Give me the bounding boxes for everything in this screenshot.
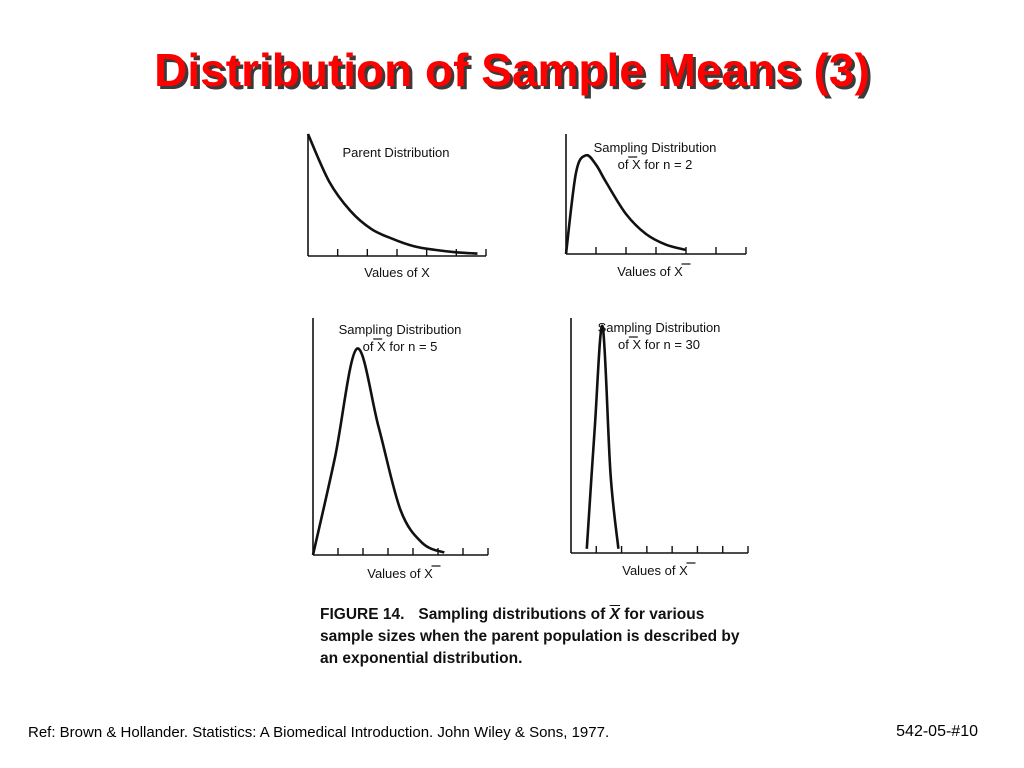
- chart-title-line: Sampling Distribution: [598, 320, 721, 335]
- density-curve: [564, 153, 687, 255]
- chart-title-line: of X for n = 2: [618, 157, 693, 172]
- subchart-3: Sampling Distribution of X for n = 5 Value…: [311, 318, 489, 581]
- density-curve: [306, 133, 478, 255]
- chart-title-line: Parent Distribution: [343, 145, 450, 160]
- caption-symbol: X: [609, 606, 620, 623]
- x-axis-label: Values of X: [367, 566, 433, 581]
- density-curve: [311, 347, 445, 556]
- x-axis-label: Values of X: [622, 563, 688, 578]
- slide-title: Distribution of Sample Means (3): [154, 44, 870, 96]
- slide-number: 542-05-#10: [896, 723, 978, 740]
- subchart-1: Parent Distribution Values of X: [306, 133, 487, 280]
- subchart-4: Sampling Distribution of X for n = 30 Valu…: [570, 318, 749, 578]
- x-axis-label: Values of X: [364, 265, 430, 280]
- chart-title-line: Sampling Distribution: [594, 140, 717, 155]
- figure-caption: FIGURE 14. Sampling distributions of X fo…: [320, 604, 760, 670]
- reference-text: Ref: Brown & Hollander. Statistics: A Bi…: [28, 724, 610, 741]
- chart-title-line: of X for n = 30: [618, 337, 700, 352]
- chart-title-line: Sampling Distribution: [339, 322, 462, 337]
- x-axis-label: Values of X: [617, 264, 683, 279]
- caption-text-before: Sampling distributions of: [418, 606, 606, 623]
- caption-text-after: for various sample sizes when the parent…: [320, 606, 740, 667]
- chart-title-line: of X for n = 5: [363, 339, 438, 354]
- caption-figure-label: FIGURE 14.: [320, 606, 405, 623]
- subchart-2: Sampling Distribution of X for n = 2 Value…: [564, 134, 747, 279]
- density-curve: [585, 324, 620, 549]
